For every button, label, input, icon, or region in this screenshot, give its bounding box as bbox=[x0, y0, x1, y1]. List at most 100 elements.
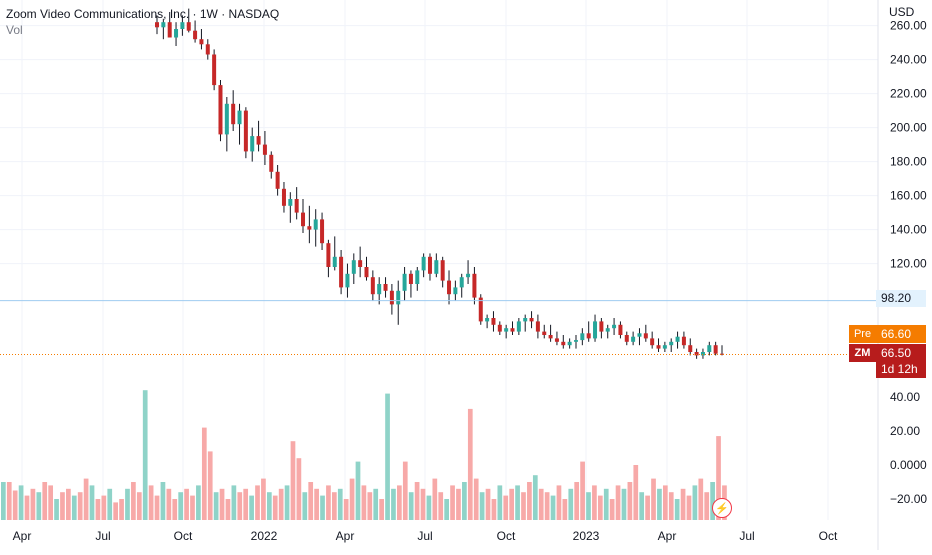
volume-bar bbox=[568, 488, 574, 520]
candle-body bbox=[345, 273, 350, 288]
volume-bar bbox=[432, 478, 438, 520]
volume-bar bbox=[24, 495, 30, 520]
volume-bar bbox=[556, 485, 562, 520]
candle-body bbox=[612, 324, 617, 329]
candle-body bbox=[339, 256, 344, 288]
volume-bar bbox=[83, 478, 89, 520]
volume-bar bbox=[367, 492, 373, 520]
volume-bar bbox=[6, 482, 12, 520]
candle-body bbox=[586, 333, 591, 339]
volume-bar bbox=[290, 441, 296, 520]
candle-body bbox=[669, 341, 674, 346]
currency-label[interactable]: USD bbox=[889, 5, 915, 19]
price-lines bbox=[0, 300, 878, 356]
volume-bar bbox=[331, 492, 337, 520]
volume-bar bbox=[527, 482, 532, 520]
candle-body bbox=[713, 345, 718, 354]
candle-body bbox=[504, 328, 509, 332]
candle-body bbox=[167, 22, 172, 38]
candle-body bbox=[427, 256, 432, 274]
volume-tick-label: 0.0000 bbox=[890, 458, 927, 472]
volume-bar bbox=[231, 485, 237, 520]
candle-body bbox=[389, 290, 394, 305]
volume-bar bbox=[18, 485, 24, 520]
candle-body bbox=[301, 212, 306, 227]
time-tick-label: Jul bbox=[739, 529, 754, 543]
time-tick-label: Oct bbox=[174, 529, 193, 543]
volume-bar bbox=[89, 485, 95, 520]
volume-bar bbox=[462, 482, 467, 520]
volume-bar bbox=[414, 482, 420, 520]
volume-bar bbox=[166, 488, 172, 520]
volume-bar bbox=[509, 488, 515, 520]
volume-bar bbox=[60, 492, 65, 520]
volume-bar bbox=[379, 499, 384, 520]
time-tick-label: Oct bbox=[497, 529, 516, 543]
volume-bar bbox=[532, 475, 538, 520]
price-tick-label: 200.00 bbox=[890, 121, 927, 135]
volume-bar bbox=[243, 488, 249, 520]
flash-icon[interactable]: ⚡ bbox=[712, 498, 732, 518]
candle-body bbox=[180, 22, 185, 29]
candle-body bbox=[250, 136, 255, 152]
volume-bar bbox=[355, 461, 361, 520]
volume-bar bbox=[485, 488, 491, 520]
candle-body bbox=[478, 297, 483, 322]
volume-bar bbox=[148, 485, 154, 520]
candle-body bbox=[288, 199, 293, 206]
symbol-legend: Zoom Video Communications, Inc. · 1W · N… bbox=[6, 7, 280, 21]
volume-bar bbox=[249, 495, 254, 520]
candle-body bbox=[434, 260, 439, 274]
volume-bar bbox=[609, 499, 615, 520]
chart-legend: Zoom Video Communications, Inc. · 1W · N… bbox=[6, 6, 279, 38]
price-tick-label: 240.00 bbox=[890, 53, 927, 67]
volume-bar bbox=[48, 485, 53, 520]
candle-body bbox=[459, 277, 464, 288]
volume-bar bbox=[1, 482, 6, 520]
candle-body bbox=[396, 290, 401, 305]
volume-bar bbox=[651, 478, 656, 520]
volume-bar bbox=[160, 482, 166, 520]
candle-body bbox=[320, 219, 325, 244]
volume-bar bbox=[385, 393, 390, 520]
volume-bar bbox=[621, 488, 627, 520]
volume-bar bbox=[54, 499, 59, 520]
volume-bar bbox=[580, 461, 585, 520]
candle-body bbox=[415, 270, 420, 284]
volume-bar bbox=[107, 488, 113, 520]
candle-body bbox=[662, 345, 667, 349]
volume-bar bbox=[710, 482, 715, 520]
volume-bar bbox=[674, 499, 680, 520]
volume-bar bbox=[408, 492, 414, 520]
candle-body bbox=[256, 136, 261, 145]
premarket-label: Pre bbox=[849, 325, 876, 343]
time-tick-label: Jul bbox=[95, 529, 110, 543]
volume-bar bbox=[125, 488, 130, 520]
volume-bar bbox=[308, 482, 314, 520]
candle-body bbox=[580, 333, 585, 341]
candle-body bbox=[307, 226, 312, 230]
candle-body bbox=[205, 44, 210, 55]
volume-bar bbox=[119, 499, 124, 520]
candle-body bbox=[174, 29, 179, 38]
volume-legend: Vol bbox=[6, 23, 23, 37]
volume-bars bbox=[1, 390, 727, 520]
volume-bar bbox=[420, 488, 426, 520]
volume-bar bbox=[438, 492, 444, 520]
volume-bar bbox=[491, 499, 497, 520]
volume-bar bbox=[36, 492, 42, 520]
time-tick-label: Apr bbox=[658, 529, 677, 543]
volume-bar bbox=[172, 499, 178, 520]
candle-body bbox=[497, 324, 502, 332]
volume-bar bbox=[184, 488, 189, 520]
volume-bar bbox=[337, 488, 343, 520]
candle-body bbox=[421, 256, 426, 271]
volume-bar bbox=[538, 488, 544, 520]
volume-bar bbox=[201, 427, 207, 520]
candle-body bbox=[618, 324, 623, 335]
volume-bar bbox=[190, 495, 195, 520]
candle-body bbox=[326, 243, 331, 267]
volume-bar bbox=[521, 492, 526, 520]
